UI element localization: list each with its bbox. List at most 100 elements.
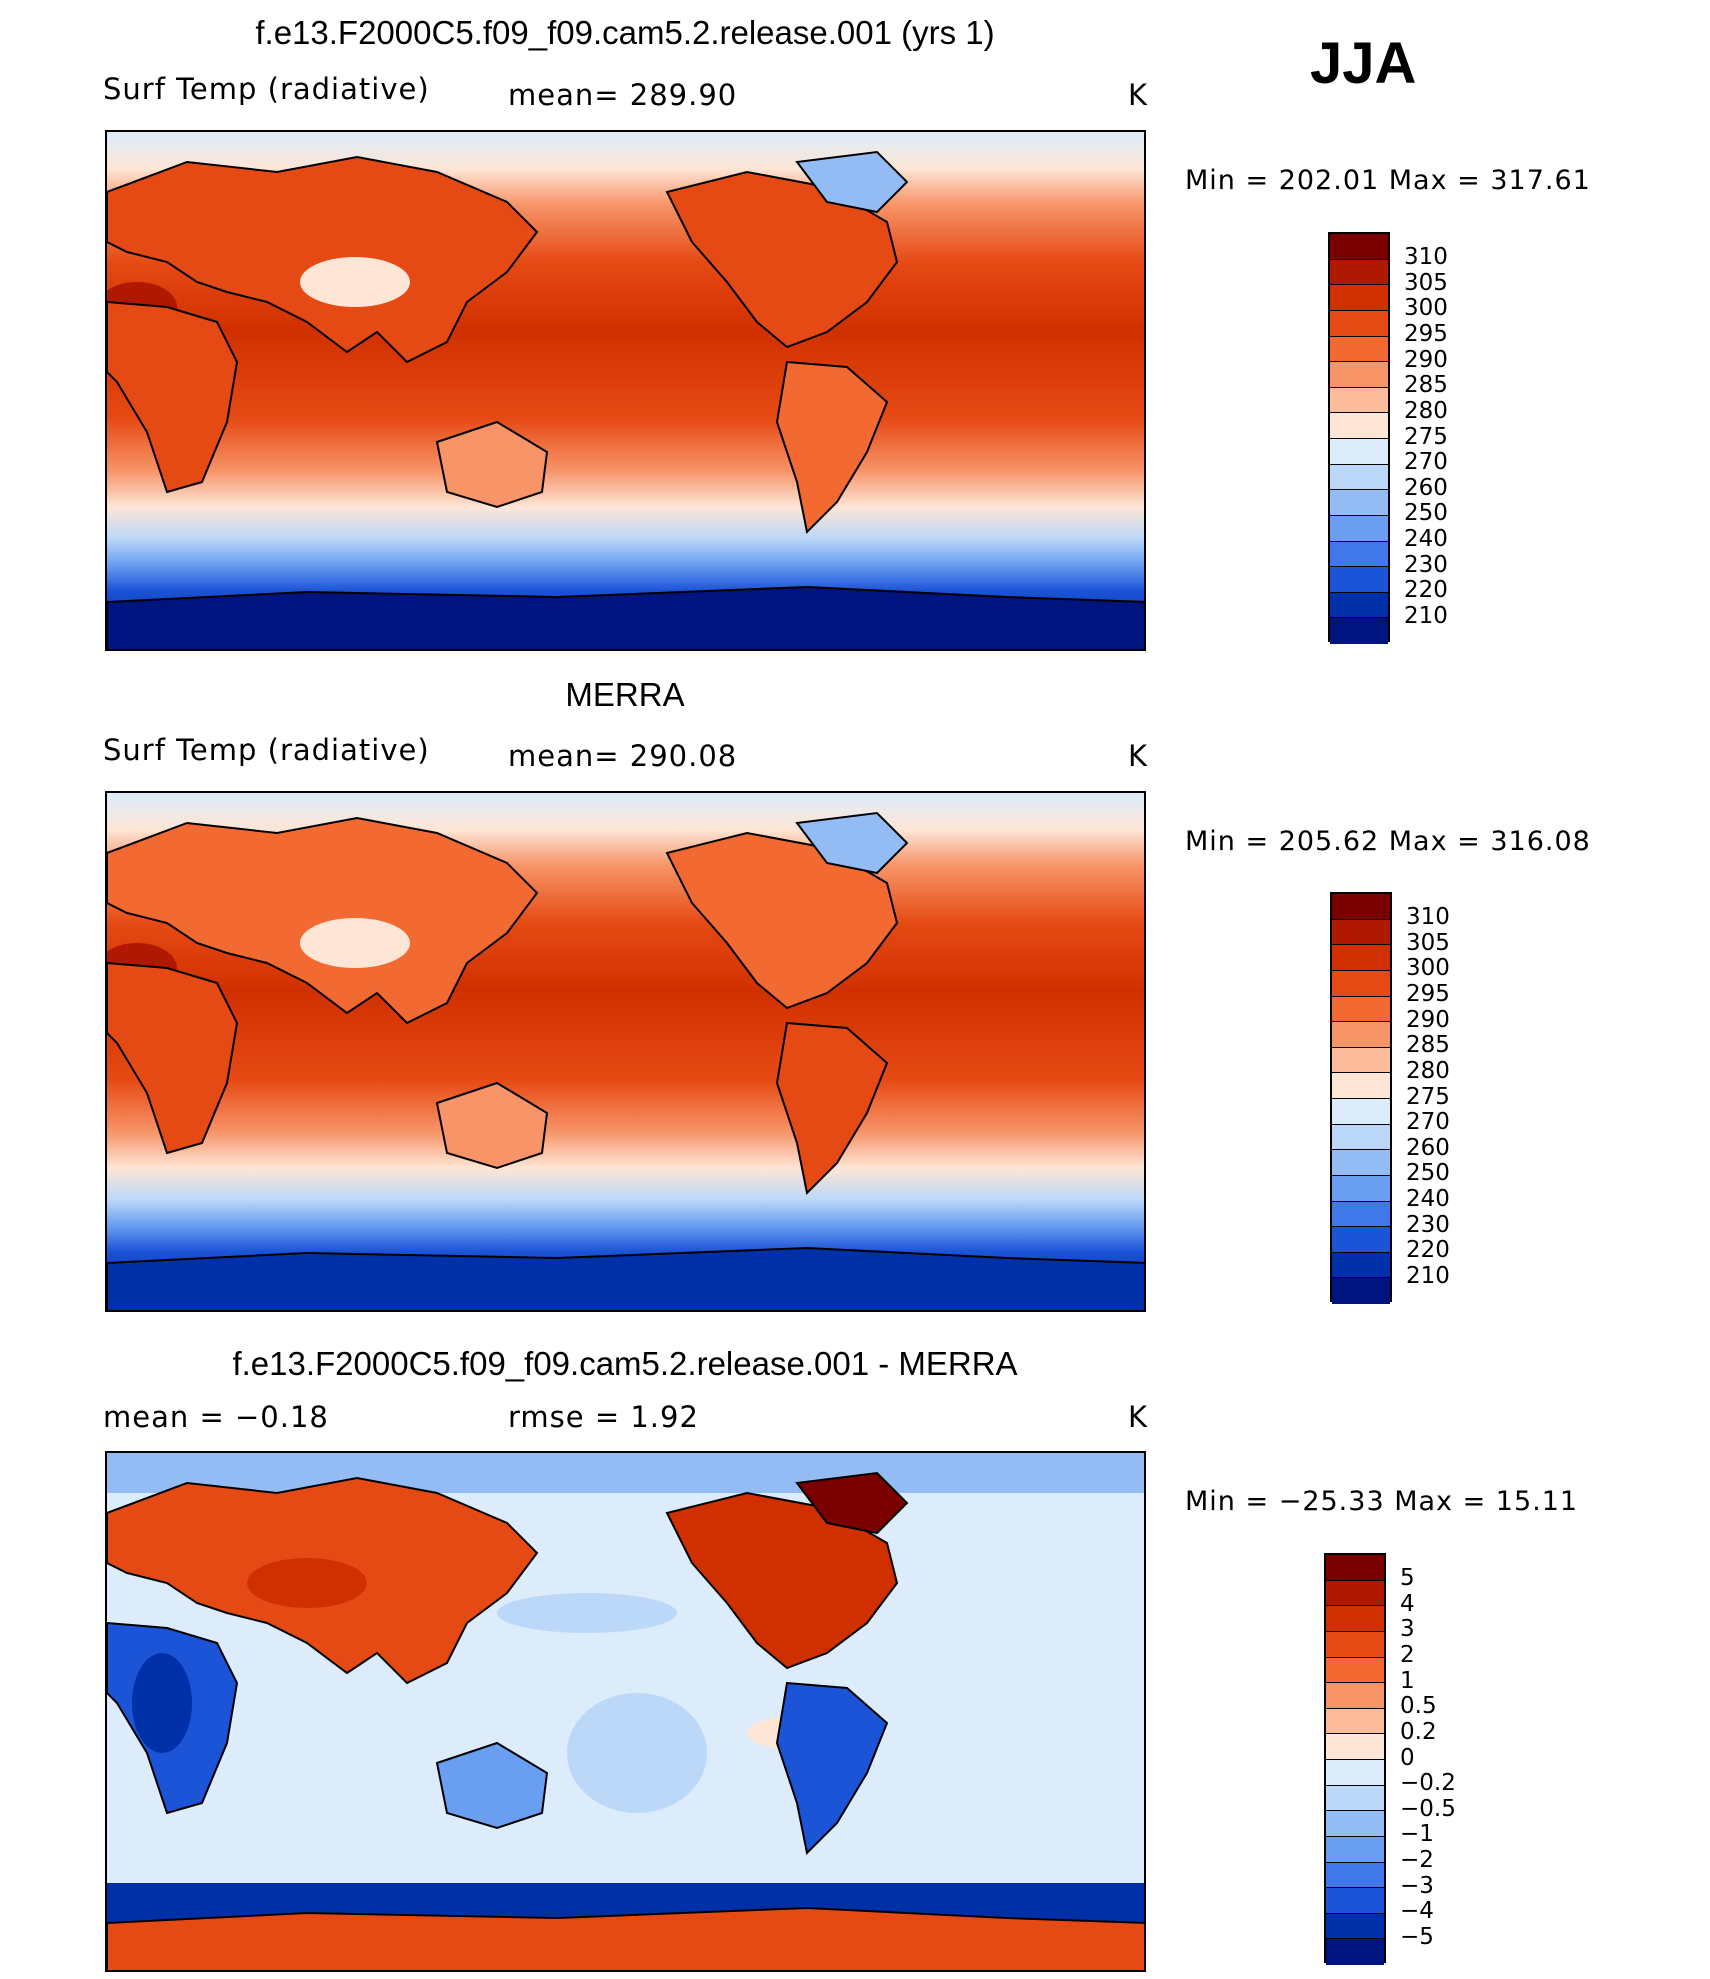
panel1-center-label: mean= 289.90	[508, 78, 738, 112]
panel2-map-svg	[107, 793, 1144, 1310]
colorbar-swatch	[1330, 515, 1388, 542]
colorbar-swatch	[1332, 1175, 1390, 1202]
colorbar-swatch	[1326, 1836, 1384, 1863]
colorbar-swatch	[1332, 894, 1390, 920]
colorbar-swatch	[1326, 1555, 1384, 1581]
colorbar-label: 230	[1406, 1211, 1450, 1238]
colorbar-swatch	[1330, 567, 1388, 593]
panel1-left-label: Surf Temp (radiative)	[103, 72, 430, 106]
colorbar-swatch	[1330, 464, 1388, 491]
colorbar-label: 290	[1406, 1006, 1450, 1033]
colorbar-label: 300	[1406, 955, 1450, 982]
season-label: JJA	[1310, 31, 1417, 96]
colorbar-label: 300	[1404, 295, 1448, 322]
colorbar-swatch	[1330, 259, 1388, 286]
panel1-title: f.e13.F2000C5.f09_f09.cam5.2.release.001…	[255, 14, 995, 51]
colorbar-swatch	[1332, 1047, 1390, 1074]
colorbar-label: 220	[1404, 577, 1448, 604]
colorbar-label: 295	[1404, 321, 1448, 347]
colorbar-swatch	[1326, 1657, 1384, 1684]
colorbar-swatch	[1332, 919, 1390, 946]
colorbar-label: −2	[1400, 1847, 1434, 1873]
colorbar-swatch	[1330, 541, 1388, 568]
panel1-colorbar	[1328, 232, 1390, 644]
colorbar-label: 280	[1406, 1057, 1450, 1084]
colorbar-swatch	[1332, 1099, 1390, 1125]
colorbar-swatch	[1330, 387, 1388, 414]
colorbar-swatch	[1332, 1252, 1390, 1279]
colorbar-swatch	[1326, 1862, 1384, 1889]
colorbar-label: 285	[1406, 1032, 1450, 1059]
panel2-map	[105, 791, 1146, 1312]
panel3-left-label: mean = −0.18	[103, 1400, 329, 1434]
colorbar-swatch	[1330, 310, 1388, 337]
colorbar-swatch	[1332, 1201, 1390, 1228]
colorbar-swatch	[1326, 1580, 1384, 1607]
colorbar-swatch	[1332, 996, 1390, 1023]
colorbar-label: 0.2	[1400, 1718, 1437, 1745]
colorbar-label: −5	[1400, 1923, 1434, 1950]
colorbar-swatch	[1326, 1785, 1384, 1812]
colorbar-label: −0.5	[1400, 1795, 1456, 1822]
colorbar-swatch	[1326, 1888, 1384, 1914]
colorbar-swatch	[1326, 1708, 1384, 1735]
colorbar-label: 310	[1406, 904, 1450, 931]
colorbar-swatch	[1326, 1811, 1384, 1837]
colorbar-label: 305	[1406, 929, 1450, 956]
colorbar-swatch	[1330, 592, 1388, 619]
colorbar-swatch	[1332, 970, 1390, 997]
colorbar-label: 1	[1400, 1667, 1415, 1694]
colorbar-label: 250	[1404, 500, 1448, 527]
colorbar-label: 270	[1406, 1109, 1450, 1136]
colorbar-label: 250	[1406, 1160, 1450, 1187]
colorbar-swatch	[1326, 1683, 1384, 1709]
colorbar-label: 3	[1400, 1616, 1415, 1643]
colorbar-label: −4	[1400, 1898, 1434, 1925]
colorbar-label: 280	[1404, 397, 1448, 424]
panel3-center-label: rmse = 1.92	[508, 1400, 699, 1434]
colorbar-swatch	[1332, 1073, 1390, 1099]
colorbar-swatch	[1330, 413, 1388, 439]
colorbar-swatch	[1330, 336, 1388, 363]
colorbar-label: 220	[1406, 1237, 1450, 1264]
colorbar-label: 305	[1404, 269, 1448, 296]
colorbar-label: 270	[1404, 449, 1448, 476]
panel2-title: MERRA	[565, 676, 685, 713]
colorbar-swatch	[1332, 945, 1390, 971]
colorbar-swatch	[1332, 1022, 1390, 1048]
colorbar-swatch	[1326, 1939, 1384, 1965]
colorbar-swatch	[1330, 285, 1388, 311]
colorbar-swatch	[1330, 439, 1388, 465]
colorbar-swatch	[1332, 1124, 1390, 1151]
panel2-center-label: mean= 290.08	[508, 739, 738, 773]
colorbar-swatch	[1332, 1278, 1390, 1304]
colorbar-label: 0	[1400, 1744, 1415, 1771]
colorbar-swatch	[1326, 1913, 1384, 1940]
panel1-minmax: Min = 202.01 Max = 317.61	[1185, 165, 1591, 196]
colorbar-label: 210	[1406, 1262, 1450, 1289]
colorbar-label: 285	[1404, 372, 1448, 399]
colorbar-label: 260	[1406, 1134, 1450, 1161]
panel3-title: f.e13.F2000C5.f09_f09.cam5.2.release.001…	[232, 1345, 1018, 1382]
colorbar-label: 2	[1400, 1642, 1415, 1668]
colorbar-label: 275	[1404, 423, 1448, 450]
panel3-minmax: Min = −25.33 Max = 15.11	[1185, 1486, 1579, 1517]
colorbar-swatch	[1330, 234, 1388, 260]
colorbar-swatch	[1326, 1606, 1384, 1632]
colorbar-label: −0.2	[1400, 1770, 1456, 1797]
colorbar-label: −1	[1400, 1821, 1434, 1848]
colorbar-label: 4	[1400, 1590, 1415, 1617]
colorbar-swatch	[1326, 1631, 1384, 1658]
colorbar-swatch	[1330, 362, 1388, 388]
colorbar-label: 230	[1404, 551, 1448, 578]
panel3-unit: K	[1128, 1400, 1149, 1434]
colorbar-label: 0.5	[1400, 1693, 1437, 1720]
colorbar-swatch	[1332, 1150, 1390, 1176]
colorbar-label: 290	[1404, 346, 1448, 373]
panel1-map	[105, 130, 1146, 651]
colorbar-label: −3	[1400, 1872, 1434, 1899]
colorbar-swatch	[1326, 1760, 1384, 1786]
colorbar-label: 260	[1404, 474, 1448, 501]
panel2-colorbar	[1330, 892, 1392, 1304]
colorbar-label: 295	[1406, 981, 1450, 1007]
